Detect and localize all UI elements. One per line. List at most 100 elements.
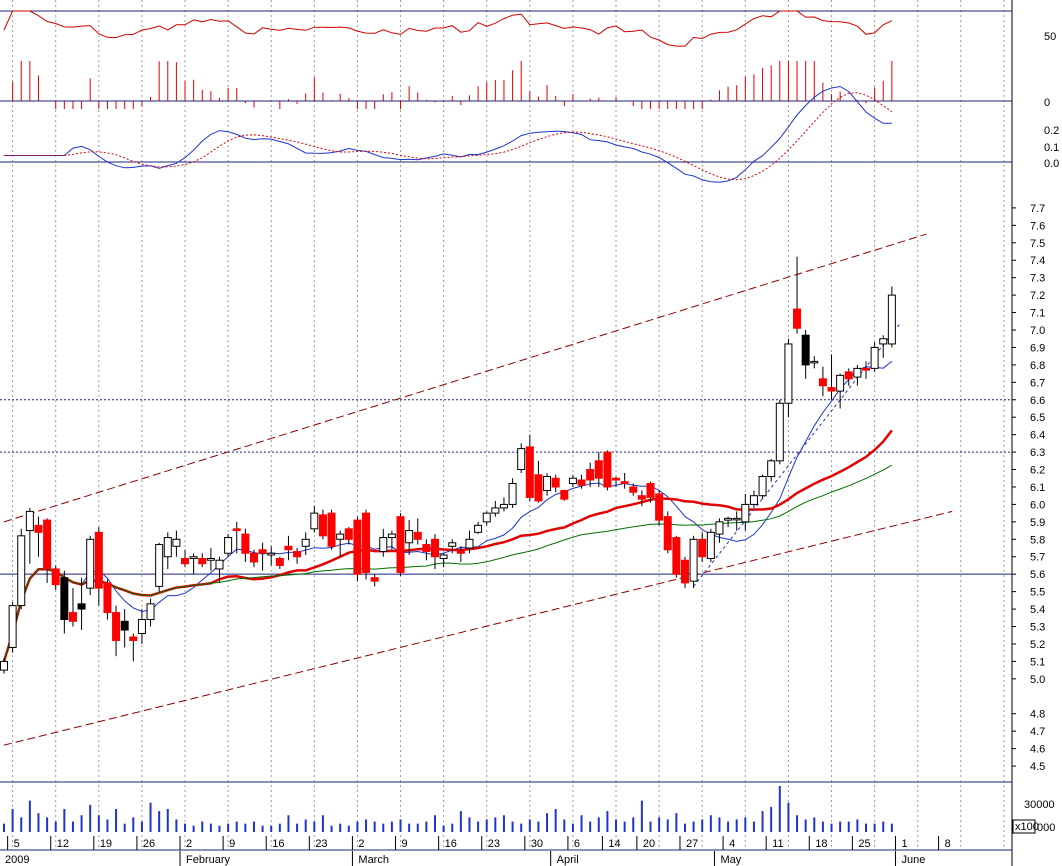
volume-panel — [3, 786, 893, 832]
candle-body — [620, 481, 629, 484]
candle-body — [198, 557, 207, 565]
candle-body — [560, 489, 569, 500]
date-tick-label: 16 — [445, 838, 457, 850]
date-tick-label: 20 — [643, 838, 655, 850]
candle-body — [68, 612, 77, 622]
candle-body — [327, 512, 336, 547]
price-tick-label: 4.8 — [1030, 709, 1045, 721]
lower-channel-line — [3, 510, 953, 746]
date-tick-label: 2 — [186, 838, 192, 850]
candle-body — [301, 538, 310, 547]
panel-tick-label: 0.2 — [1044, 125, 1059, 137]
candle-body — [499, 503, 508, 509]
candle-body — [551, 477, 560, 488]
candle-body — [439, 554, 448, 559]
price-axis: 7.7 7.6 7.5 7.4 7.3 7.2 7.1 7.0 6.9 6.8 6.7 6.6 6.5 6… — [1012, 31, 1059, 834]
candle-body — [8, 605, 17, 648]
candle-body — [77, 603, 86, 610]
date-tick-label: 14 — [608, 838, 620, 850]
candle-body — [879, 338, 888, 345]
candle-body — [698, 538, 707, 558]
candle-body — [103, 582, 112, 614]
candle-body — [51, 568, 60, 586]
date-tick-label: 6 — [574, 838, 580, 850]
candle-body — [379, 537, 388, 553]
panel-separators — [0, 0, 1013, 866]
price-tick-label: 5.1 — [1030, 656, 1045, 668]
candle-body — [293, 551, 302, 558]
grid-lines — [12, 0, 1005, 850]
candle-body — [594, 460, 603, 479]
candle-body — [525, 446, 534, 498]
price-tick-label: 6.7 — [1030, 377, 1045, 389]
candle-body — [43, 519, 52, 570]
histogram-panel — [12, 61, 893, 109]
ma-short-line — [3, 360, 893, 662]
short-trend-line — [693, 322, 901, 587]
candle-body — [844, 371, 853, 380]
candle-body — [862, 367, 870, 371]
volume-multiplier-label: x100 — [1015, 821, 1039, 833]
candle-body — [249, 552, 258, 563]
price-tick-label: 4.5 — [1030, 761, 1045, 773]
candle-body — [827, 387, 836, 392]
candle-body — [706, 531, 715, 559]
candle-body — [163, 537, 172, 558]
date-tick-label: 4 — [729, 838, 735, 850]
month-label: April — [557, 854, 579, 866]
candle-body — [810, 360, 819, 364]
macd-line — [4, 85, 892, 183]
date-tick-label: 16 — [272, 838, 284, 850]
candle-body — [491, 507, 500, 514]
candle-body — [586, 469, 595, 481]
date-tick-label: 1 — [901, 838, 907, 850]
candle-body — [629, 486, 638, 493]
candle-body — [655, 493, 664, 521]
candle-body — [663, 516, 672, 551]
price-tick-label: 5.3 — [1030, 622, 1045, 634]
candle-body — [482, 512, 491, 523]
date-axis: 5 12 19 26 2 9 16 23 2 9 16 23 30 6 14 20 27 4 11 18 25 1 8200… — [5, 836, 951, 866]
candle-body — [793, 308, 802, 329]
candle-body — [206, 557, 215, 561]
date-tick-label: 9 — [402, 838, 408, 850]
candle-body — [672, 537, 681, 575]
candle-body — [612, 477, 621, 481]
date-tick-label: 18 — [815, 838, 827, 850]
date-tick-label: 8 — [945, 838, 951, 850]
date-tick-label: 2 — [358, 838, 364, 850]
date-tick-label: 9 — [229, 838, 235, 850]
price-tick-label: 7.3 — [1030, 273, 1045, 285]
candle-body — [775, 402, 784, 462]
price-tick-label: 6.3 — [1030, 447, 1045, 459]
price-tick-label: 4.7 — [1030, 726, 1045, 738]
candle-body — [422, 544, 431, 553]
candle-body — [801, 334, 810, 366]
date-tick-label: 30 — [531, 838, 543, 850]
candle-body — [137, 619, 146, 634]
candle-body — [603, 451, 612, 488]
panel-tick-label: 0.0 — [1044, 158, 1059, 170]
price-tick-label: 4.6 — [1030, 744, 1045, 756]
panel-tick-label: 0 — [1044, 97, 1050, 109]
macd-signal-line — [4, 92, 893, 181]
candle-body — [155, 544, 164, 587]
ma-long-line — [3, 464, 893, 662]
candle-body — [34, 524, 43, 533]
month-label: March — [358, 854, 389, 866]
candle-body — [836, 374, 845, 392]
date-tick-label: 12 — [57, 838, 69, 850]
candle-body — [870, 346, 879, 369]
price-tick-label: 7.7 — [1030, 203, 1045, 215]
candle-body — [448, 542, 457, 547]
candle-body — [353, 519, 362, 575]
price-tick-label: 5.7 — [1030, 552, 1045, 564]
candle-body — [413, 531, 422, 540]
price-tick-label: 5.2 — [1030, 639, 1045, 651]
candle-body — [310, 512, 319, 530]
candle-body — [396, 516, 405, 573]
date-tick-label: 26 — [143, 838, 155, 850]
date-tick-label: 23 — [488, 838, 500, 850]
month-label: May — [720, 854, 741, 866]
candle-body — [0, 660, 8, 671]
